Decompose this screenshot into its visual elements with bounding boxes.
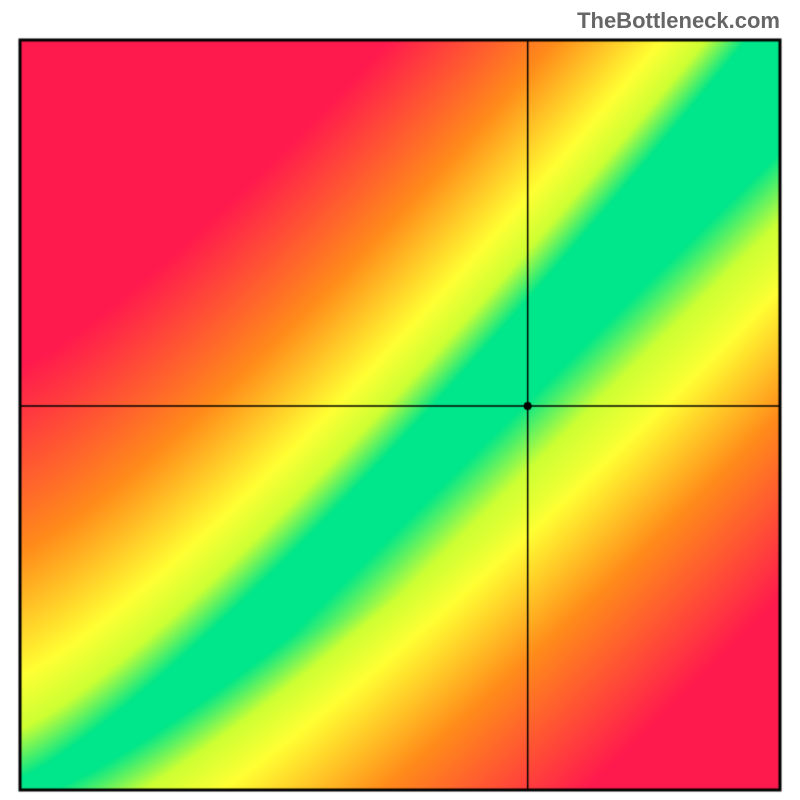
bottleneck-heatmap (0, 0, 800, 800)
watermark-text: TheBottleneck.com (577, 8, 780, 34)
chart-container: TheBottleneck.com (0, 0, 800, 800)
